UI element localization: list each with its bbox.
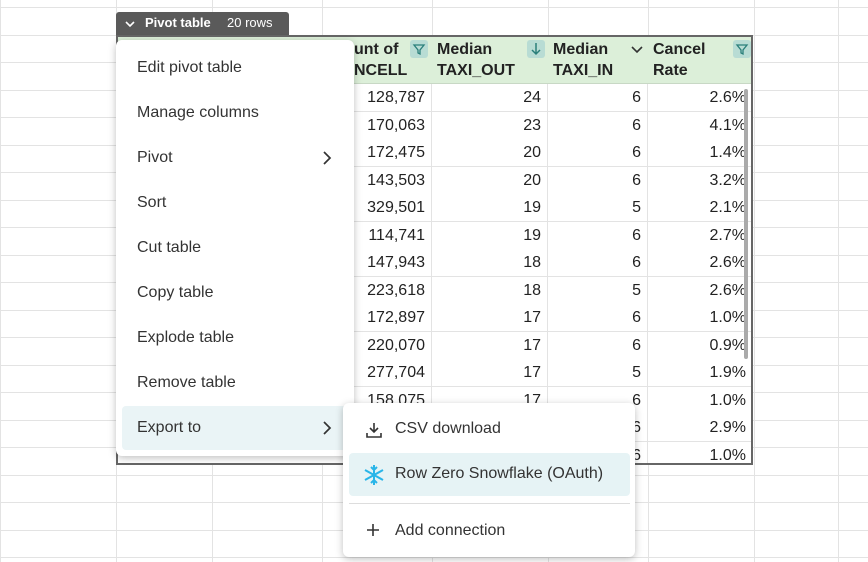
column-header: TAXI_OUT <box>437 62 515 79</box>
context-menu <box>116 40 354 456</box>
table-cell: 4.1% <box>648 111 751 140</box>
table-cell: 6 <box>548 304 648 332</box>
menu-item[interactable]: Export to <box>137 419 202 436</box>
column-header: Rate <box>653 62 688 79</box>
snowflake-icon <box>364 465 384 485</box>
table-cell: 17 <box>432 331 548 360</box>
table-cell: 1.0% <box>648 304 751 332</box>
column-header: TAXI_IN <box>553 62 614 79</box>
table-cell: 17 <box>432 359 548 387</box>
column-header: NCELL <box>354 62 408 79</box>
column-header: Median <box>437 41 493 58</box>
table-cell: 18 <box>432 276 548 305</box>
table-cell: 0.9% <box>648 331 751 360</box>
column-header: unt of <box>354 41 399 58</box>
column-header: Cancel <box>653 41 706 58</box>
plus-icon <box>367 524 379 536</box>
table-cell: 6 <box>548 166 648 195</box>
submenu-item[interactable]: CSV download <box>395 420 501 437</box>
table-cell: 6 <box>548 84 648 112</box>
table-cell: 2.6% <box>648 276 751 305</box>
header-icon[interactable] <box>410 40 428 58</box>
separator <box>349 503 630 504</box>
table-cell: 3.2% <box>648 166 751 195</box>
menu-item[interactable]: Manage columns <box>137 104 259 121</box>
table-cell: 1.9% <box>648 359 751 387</box>
table-cell: 2.6% <box>648 249 751 277</box>
column-header: Median <box>553 41 609 58</box>
table-cell: 17 <box>432 304 548 332</box>
table-cell: 6 <box>548 111 648 140</box>
chevron <box>125 21 135 28</box>
header-icon[interactable] <box>527 40 545 58</box>
submenu-highlight <box>349 453 630 496</box>
table-cell: 19 <box>432 194 548 222</box>
menu-item[interactable]: Cut table <box>137 239 202 256</box>
chevron-right <box>320 421 334 435</box>
table-cell: 18 <box>432 249 548 277</box>
submenu-item[interactable]: Row Zero Snowflake (OAuth) <box>395 465 604 482</box>
table-cell: 2.7% <box>648 221 751 250</box>
chevron-right <box>320 151 334 165</box>
menu-item[interactable]: Remove table <box>137 374 236 391</box>
pivot-tab[interactable]: Pivot table 20 rows <box>116 12 289 35</box>
table-cell: 1.0% <box>648 386 751 415</box>
table-cell: 20 <box>432 166 548 195</box>
table-cell: 1.0% <box>648 441 751 463</box>
menu-item[interactable]: Explode table <box>137 329 234 346</box>
tab-count: 20 rows <box>227 15 273 30</box>
table-cell: 2.6% <box>648 84 751 112</box>
download-icon <box>366 423 382 438</box>
menu-item[interactable]: Sort <box>137 194 167 211</box>
scrollbar <box>744 89 748 359</box>
menu-item[interactable]: Edit pivot table <box>137 59 242 76</box>
submenu <box>343 403 635 557</box>
table-cell: 5 <box>548 276 648 305</box>
header-icon[interactable] <box>733 40 751 58</box>
submenu-item[interactable]: Add connection <box>395 522 506 539</box>
table-cell: 6 <box>548 139 648 167</box>
menu-item[interactable]: Pivot <box>137 149 173 166</box>
table-cell: 23 <box>432 111 548 140</box>
table-cell: 2.9% <box>648 414 751 442</box>
tab-title: Pivot table <box>145 15 211 30</box>
table-cell: 6 <box>548 331 648 360</box>
table-cell: 24 <box>432 84 548 112</box>
table-cell: 5 <box>548 194 648 222</box>
menu-highlight <box>122 406 348 450</box>
table-cell: 20 <box>432 139 548 167</box>
table-cell: 6 <box>548 249 648 277</box>
menu-item[interactable]: Copy table <box>137 284 214 301</box>
table-cell: 6 <box>548 221 648 250</box>
table-cell: 19 <box>432 221 548 250</box>
header-icon[interactable] <box>630 42 644 56</box>
table-cell: 2.1% <box>648 194 751 222</box>
table-cell: 5 <box>548 359 648 387</box>
table-cell: 1.4% <box>648 139 751 167</box>
